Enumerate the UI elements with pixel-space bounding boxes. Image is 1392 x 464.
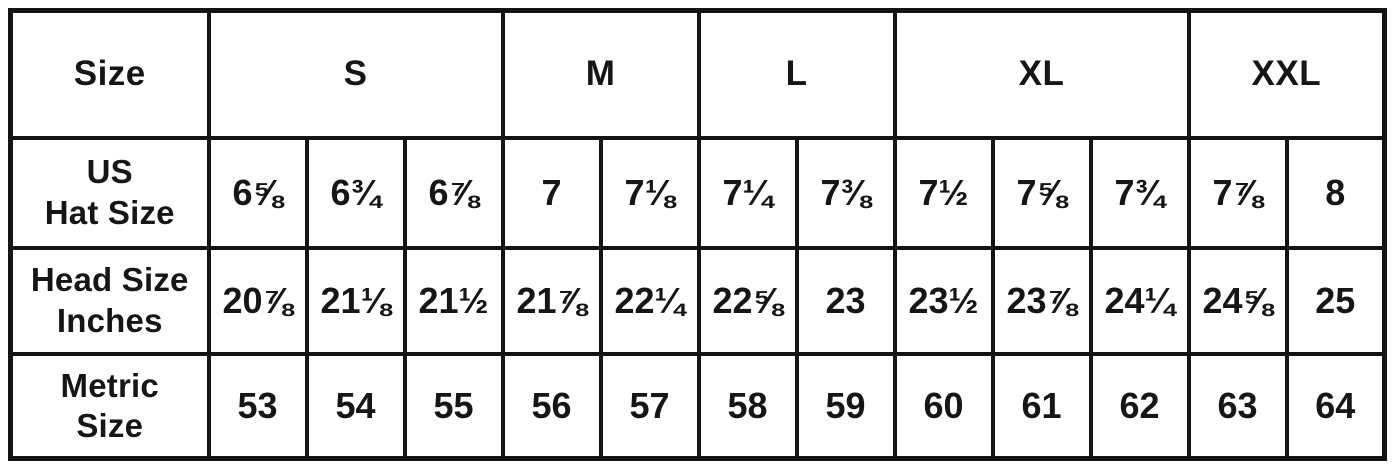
us-hat-size-cell: 6¾ <box>304 135 407 250</box>
us-hat-size-cell: 7⅝ <box>990 135 1093 250</box>
table-row-us-hat-size: US Hat Size 6⅝ 6¾ 6⅞ 7 7⅛ 7¼ 7⅜ 7½ 7⅝ 7¾… <box>8 135 1387 250</box>
metric-size-cell: 61 <box>990 351 1093 461</box>
metric-size-cell: 57 <box>598 351 701 461</box>
table-row-head-size-inches: Head Size Inches 20⅞ 21⅛ 21½ 21⅞ 22¼ 22⅝… <box>8 245 1387 356</box>
us-hat-size-cell: 8 <box>1284 135 1387 250</box>
table-row-metric-size: Metric Size 53 54 55 56 57 58 59 60 61 6… <box>8 351 1387 461</box>
us-hat-size-cell: 6⅝ <box>206 135 309 250</box>
row-header-line1: Head Size <box>30 261 189 299</box>
us-hat-size-cell: 7⅞ <box>1186 135 1289 250</box>
metric-size-cell: 59 <box>794 351 897 461</box>
us-hat-size-cell: 7⅜ <box>794 135 897 250</box>
us-hat-size-cell: 6⅞ <box>402 135 505 250</box>
table-row-size-groups: Size S M L XL XXL <box>8 8 1387 140</box>
head-size-inches-cell: 20⅞ <box>206 245 309 356</box>
row-header-line1: Metric <box>60 366 159 404</box>
head-size-inches-cell: 21⅛ <box>304 245 407 356</box>
metric-size-cell: 64 <box>1284 351 1387 461</box>
metric-size-cell: 54 <box>304 351 407 461</box>
row-header-head-size-inches: Head Size Inches <box>8 245 211 356</box>
head-size-inches-cell: 21⅞ <box>500 245 603 356</box>
size-group-l: L <box>696 8 897 140</box>
metric-size-cell: 58 <box>696 351 799 461</box>
metric-size-cell: 55 <box>402 351 505 461</box>
head-size-inches-cell: 24¼ <box>1088 245 1191 356</box>
metric-size-cell: 60 <box>892 351 995 461</box>
row-header-line2: Inches <box>56 301 163 339</box>
us-hat-size-cell: 7 <box>500 135 603 250</box>
row-header-us-hat-size: US Hat Size <box>8 135 211 250</box>
us-hat-size-cell: 7¼ <box>696 135 799 250</box>
head-size-inches-cell: 25 <box>1284 245 1387 356</box>
head-size-inches-cell: 22¼ <box>598 245 701 356</box>
size-group-xl: XL <box>892 8 1191 140</box>
head-size-inches-cell: 21½ <box>402 245 505 356</box>
head-size-inches-cell: 22⅝ <box>696 245 799 356</box>
size-group-s: S <box>206 8 505 140</box>
metric-size-cell: 56 <box>500 351 603 461</box>
metric-size-cell: 53 <box>206 351 309 461</box>
hat-size-chart-table: Size S M L XL XXL US Hat Size 6⅝ 6¾ 6⅞ 7… <box>8 8 1388 461</box>
metric-size-cell: 62 <box>1088 351 1191 461</box>
size-group-m: M <box>500 8 701 140</box>
head-size-inches-cell: 23½ <box>892 245 995 356</box>
corner-label-size: Size <box>8 8 211 140</box>
head-size-inches-cell: 23 <box>794 245 897 356</box>
row-header-metric-size: Metric Size <box>8 351 211 461</box>
head-size-inches-cell: 23⅞ <box>990 245 1093 356</box>
size-group-xxl: XXL <box>1186 8 1387 140</box>
row-header-line2: Hat Size <box>44 193 175 231</box>
head-size-inches-cell: 24⅝ <box>1186 245 1289 356</box>
row-header-line1: US <box>86 153 133 191</box>
metric-size-cell: 63 <box>1186 351 1289 461</box>
us-hat-size-cell: 7½ <box>892 135 995 250</box>
row-header-line2: Size <box>76 406 144 444</box>
us-hat-size-cell: 7⅛ <box>598 135 701 250</box>
us-hat-size-cell: 7¾ <box>1088 135 1191 250</box>
